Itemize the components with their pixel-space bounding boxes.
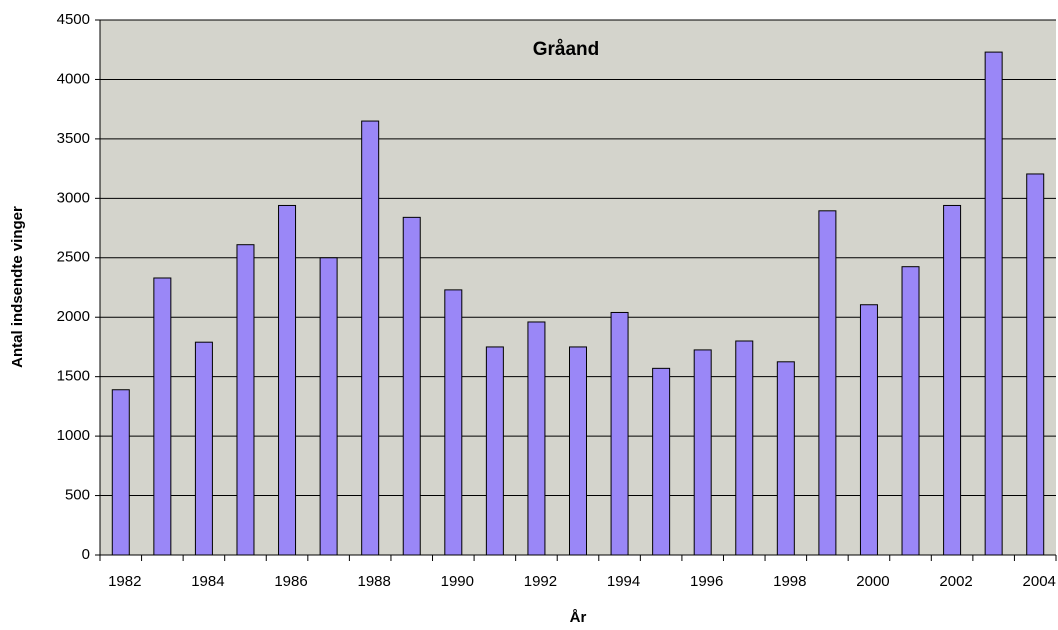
chart-title: Gråand (533, 39, 600, 60)
bar (569, 346, 587, 556)
y-axis-label: Antal indsendte vinger (9, 206, 26, 368)
y-tick-label: 4000 (57, 70, 90, 87)
bar (527, 321, 546, 556)
x-tick-label: 1988 (357, 573, 390, 590)
x-tick-label: 1994 (607, 573, 640, 590)
bar (402, 216, 421, 556)
x-tick-label: 2004 (1023, 573, 1056, 590)
bar (236, 244, 255, 556)
y-tick-label: 500 (65, 487, 90, 504)
y-tick-label: 3500 (57, 130, 90, 147)
bar (984, 51, 1003, 556)
y-tick-label: 2500 (57, 249, 90, 266)
bar (278, 204, 297, 556)
y-tick-label: 0 (82, 546, 90, 563)
bar (485, 346, 504, 556)
bar (943, 204, 962, 556)
bar (818, 210, 837, 556)
bar (111, 389, 130, 556)
bar (776, 361, 795, 556)
x-tick-label: 2002 (939, 573, 972, 590)
x-tick-label: 1990 (441, 573, 474, 590)
y-tick-label: 4500 (57, 11, 90, 28)
y-tick-label: 2000 (57, 308, 90, 325)
x-tick-label: 1982 (108, 573, 141, 590)
bar (194, 341, 213, 556)
x-tick-label: 1986 (274, 573, 307, 590)
x-tick-label: 1992 (524, 573, 557, 590)
x-tick-label: 1984 (191, 573, 224, 590)
x-tick-label: 1996 (690, 573, 723, 590)
bar (901, 266, 920, 556)
x-tick-label: 2000 (856, 573, 889, 590)
bar (319, 257, 338, 556)
bar (735, 340, 754, 556)
x-tick-label: 1998 (773, 573, 806, 590)
y-tick-label: 1000 (57, 427, 90, 444)
y-tick-label: 1500 (57, 368, 90, 385)
bar (859, 304, 878, 556)
y-tick-label: 3000 (57, 189, 90, 206)
bar (361, 120, 380, 556)
bar (1026, 173, 1045, 556)
bar (153, 277, 172, 556)
bar (444, 289, 463, 556)
bar (610, 311, 629, 556)
bar (693, 349, 712, 556)
bar (652, 367, 671, 556)
x-axis-label: År (570, 609, 587, 626)
